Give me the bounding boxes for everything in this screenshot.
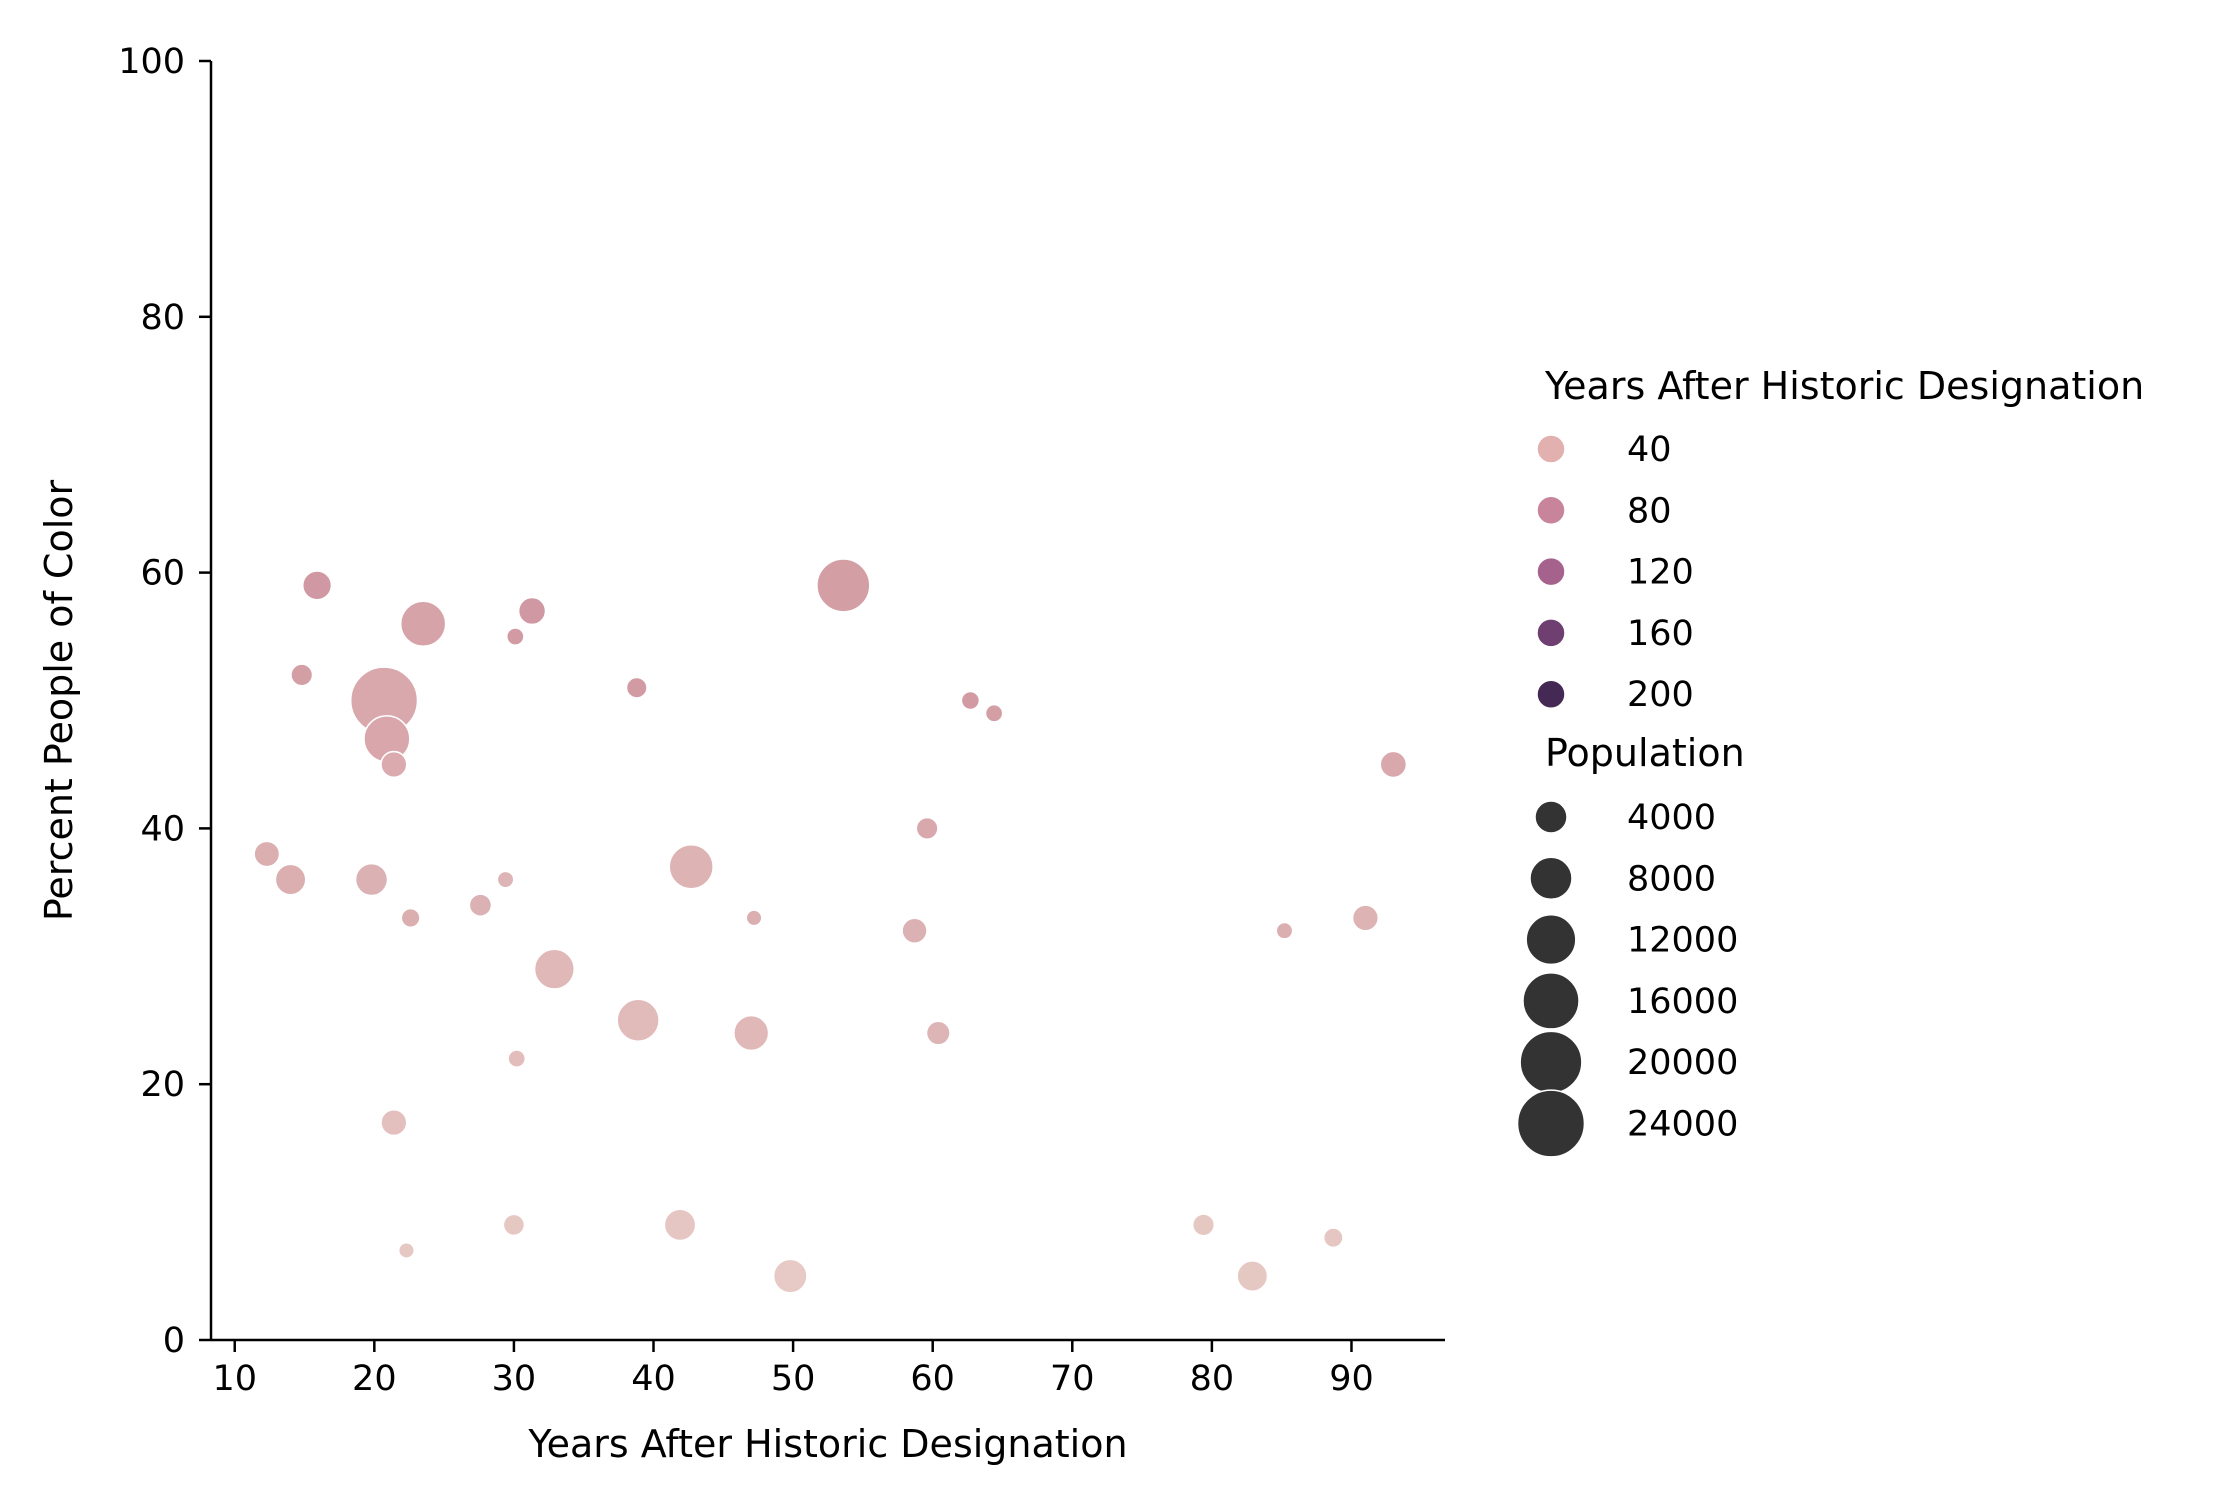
x-tick-label: 60 [910, 1359, 955, 1399]
legend-size-marker [1516, 1089, 1586, 1158]
x-tick-label: 70 [1050, 1359, 1095, 1399]
data-point-11 [380, 750, 408, 779]
x-tick-label: 90 [1329, 1359, 1374, 1399]
legend-size-label: 20000 [1627, 1043, 1738, 1083]
legend-size-marker [1534, 800, 1568, 834]
data-point-13 [915, 816, 939, 841]
y-ticks: 0 20 40 60 80 100 [118, 42, 211, 1361]
legend-hue-marker [1536, 434, 1566, 464]
legend-size-label: 24000 [1627, 1105, 1738, 1145]
legend: Years After Historic Designation 40 80 120… [1516, 364, 2144, 1158]
data-point-12 [1379, 750, 1408, 779]
x-tick-label: 80 [1190, 1359, 1235, 1399]
data-point-30 [380, 1108, 408, 1137]
points-layer [253, 558, 1408, 1294]
legend-hue-label: 40 [1627, 430, 1672, 470]
data-point-27 [732, 1014, 770, 1052]
legend-hue-label: 80 [1627, 491, 1672, 531]
legend-size-marker [1519, 1030, 1583, 1094]
data-point-33 [1191, 1213, 1216, 1237]
data-point-35 [397, 1241, 416, 1260]
data-point-9 [960, 690, 981, 711]
data-point-23 [1275, 921, 1294, 940]
data-point-2 [399, 600, 447, 648]
data-point-25 [533, 948, 576, 990]
data-point-28 [925, 1020, 951, 1046]
data-point-24 [1351, 904, 1380, 932]
legend-hue-marker [1536, 556, 1566, 587]
legend-hue-entries: 40 80 120 160 200 [1536, 430, 1694, 715]
y-tick-label: 40 [140, 809, 185, 849]
data-point-5 [517, 596, 547, 626]
data-point-6 [290, 663, 314, 687]
y-tick-label: 60 [140, 554, 185, 594]
legend-hue-title: Years After Historic Designation [1544, 364, 2144, 408]
y-tick-label: 20 [140, 1065, 185, 1105]
data-point-31 [502, 1213, 526, 1237]
legend-size-marker [1529, 856, 1573, 901]
legend-hue-marker [1536, 679, 1566, 709]
legend-size-label: 4000 [1627, 798, 1716, 838]
legend-size-marker [1522, 972, 1580, 1030]
legend-hue-marker [1536, 618, 1566, 648]
y-tick-label: 100 [118, 42, 185, 82]
y-tick-label: 80 [140, 298, 185, 338]
axes: 10 20 30 40 50 60 70 80 90 0 20 40 60 80 100 Years Af… [37, 42, 1445, 1466]
data-point-19 [400, 907, 421, 929]
y-axis-label: Percent People of Color [37, 479, 81, 921]
data-point-4 [301, 570, 333, 601]
x-ticks: 10 20 30 40 50 60 70 80 90 [212, 1340, 1374, 1399]
x-tick-label: 40 [631, 1359, 676, 1399]
data-point-34 [1322, 1227, 1344, 1249]
legend-size-entries: 4000 8000 12000 16000 20000 24000 [1516, 798, 1738, 1158]
legend-size-label: 16000 [1627, 982, 1738, 1022]
y-tick-label: 0 [163, 1321, 185, 1361]
data-point-1 [816, 558, 871, 613]
data-point-29 [507, 1049, 527, 1069]
data-point-20 [468, 893, 493, 918]
data-point-7 [505, 627, 525, 647]
x-tick-label: 30 [492, 1359, 537, 1399]
data-point-14 [253, 840, 281, 868]
data-point-15 [274, 863, 307, 896]
data-point-37 [1236, 1260, 1269, 1293]
x-axis-label: Years After Historic Designation [527, 1422, 1127, 1466]
data-point-36 [772, 1258, 808, 1294]
legend-hue-label: 120 [1627, 553, 1694, 593]
x-tick-label: 20 [352, 1359, 397, 1399]
data-point-32 [663, 1208, 697, 1242]
legend-size-label: 12000 [1627, 921, 1738, 961]
data-point-21 [745, 909, 763, 927]
data-point-18 [496, 870, 515, 889]
data-point-22 [901, 917, 928, 945]
x-tick-label: 50 [771, 1359, 816, 1399]
data-point-8 [625, 676, 648, 699]
data-point-10 [984, 703, 1004, 723]
legend-size-label: 8000 [1627, 859, 1716, 899]
legend-size-marker [1525, 914, 1577, 966]
legend-hue-label: 200 [1627, 675, 1694, 715]
legend-size-title: Population [1545, 731, 1745, 775]
x-tick-label: 10 [212, 1359, 257, 1399]
data-point-16 [354, 862, 389, 897]
data-point-26 [616, 998, 660, 1043]
data-point-17 [668, 843, 715, 890]
legend-hue-marker [1536, 495, 1566, 526]
legend-hue-label: 160 [1627, 614, 1694, 654]
